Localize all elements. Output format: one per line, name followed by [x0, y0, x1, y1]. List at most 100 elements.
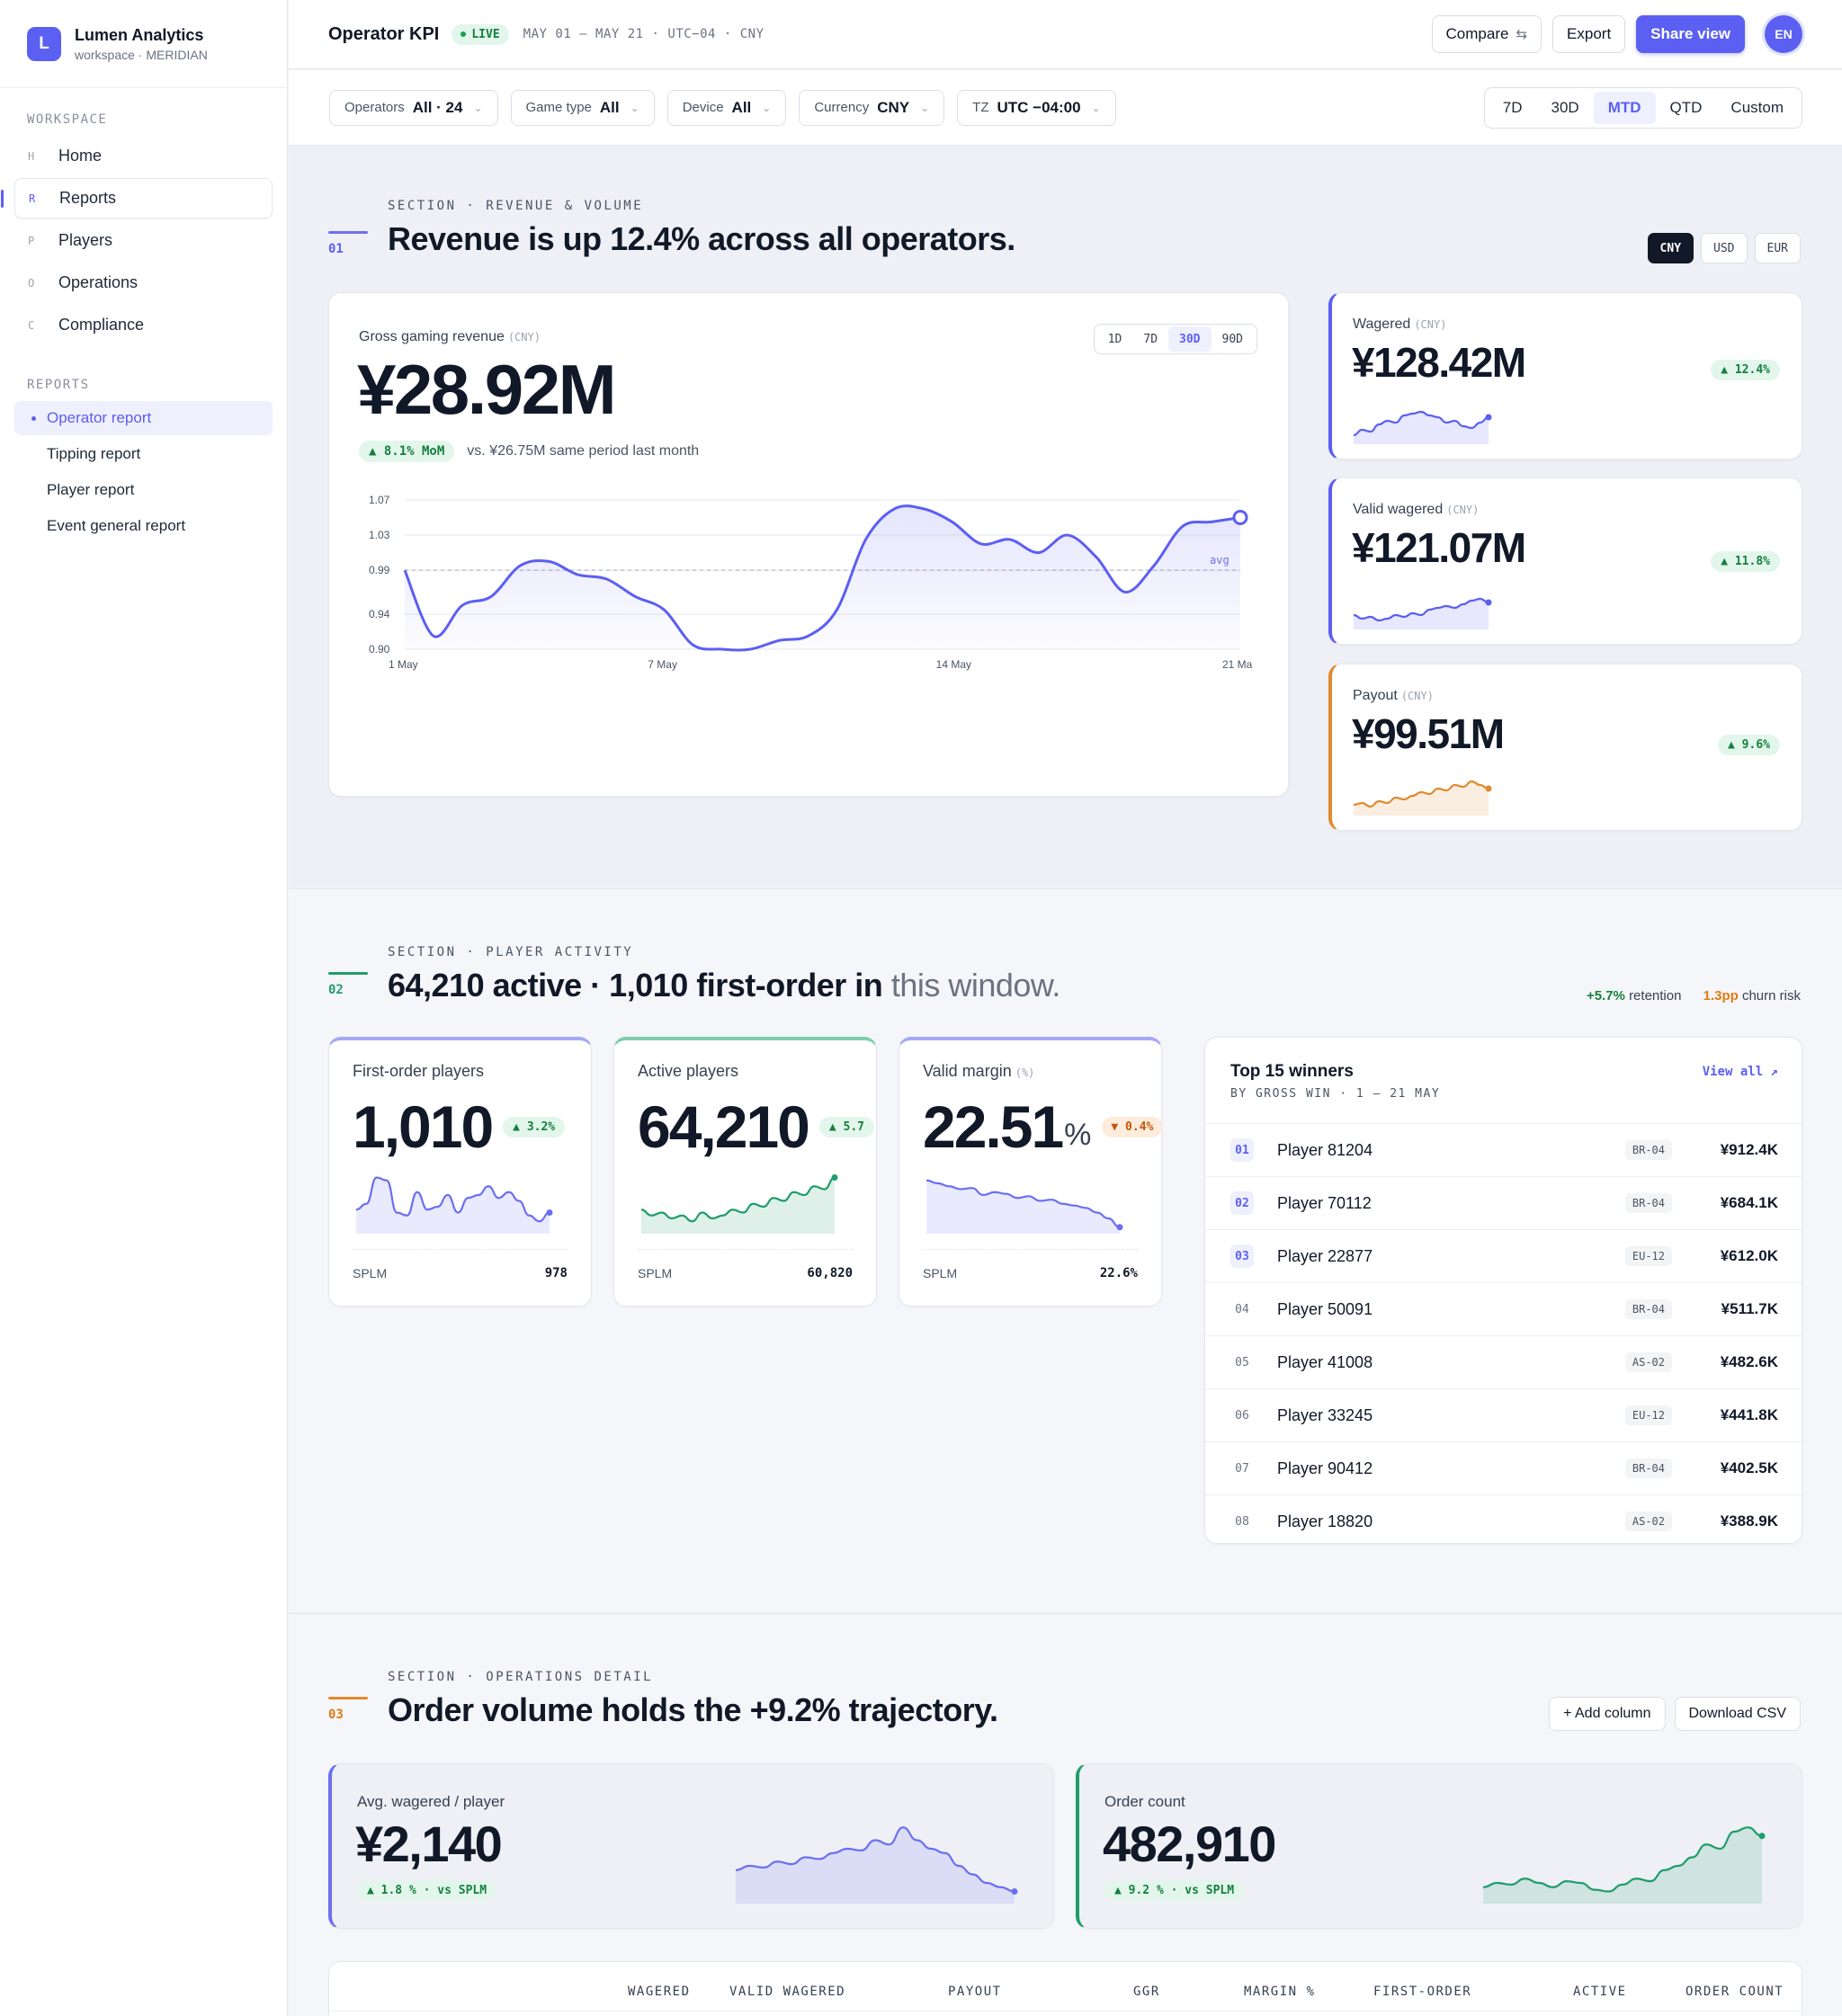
- winner-amount: ¥612.0K: [1720, 1247, 1778, 1264]
- filter-timezone[interactable]: TZ UTC −04:00 ⌄: [957, 89, 1116, 126]
- filter-game-type[interactable]: Game type All ⌄: [510, 89, 655, 126]
- kpi-unit: (%): [1015, 1066, 1035, 1079]
- section-title: 64,210 active · 1,010 first-order in thi…: [388, 967, 1060, 1004]
- brand[interactable]: L Lumen Analytics workspace · MERIDIAN: [0, 0, 287, 88]
- column-header-payout[interactable]: PAYOUT: [948, 1985, 1002, 1999]
- shortcut-key: O: [28, 276, 35, 290]
- avg-wagered-change-badge: ▲ 1.8 % · vs SPLM: [357, 1880, 497, 1901]
- column-header-order-count[interactable]: ORDER COUNT: [1686, 1985, 1784, 1999]
- filter-currency[interactable]: Currency CNY ⌄: [799, 89, 945, 126]
- kpi-foot-value: 60,820: [807, 1266, 853, 1280]
- range-7d[interactable]: 7D: [1502, 98, 1523, 116]
- timeframe-90d[interactable]: 90D: [1221, 332, 1243, 346]
- wagered-sparkline: [1353, 410, 1492, 444]
- ggr-label: Gross gaming revenue: [359, 329, 505, 344]
- winner-amount: ¥402.5K: [1720, 1459, 1778, 1476]
- range-selector: 7D 30D MTD QTD Custom: [1483, 86, 1802, 129]
- kpi-footer: SPLM 22.6%: [923, 1249, 1138, 1280]
- sidebar-item-compliance[interactable]: C Compliance: [14, 305, 273, 345]
- compare-button[interactable]: Compare ⇆: [1431, 15, 1542, 53]
- section-title: Order volume holds the +9.2% trajectory.: [388, 1691, 998, 1728]
- currency-usd[interactable]: USD: [1701, 233, 1748, 263]
- sidebar-item-home[interactable]: H Home: [14, 136, 273, 176]
- filter-label: TZ: [972, 100, 989, 115]
- chart-area-fill: [405, 505, 1240, 650]
- timeframe-selector: 1D 7D 30D 90D: [1093, 324, 1257, 354]
- chart-x-tick: 21 Ma: [1222, 658, 1253, 671]
- sidebar-subitem-tipping-report[interactable]: Tipping report: [47, 445, 141, 462]
- sparkline-line: [1353, 597, 1489, 622]
- column-header-ggr[interactable]: GGR: [1133, 1985, 1160, 1999]
- filter-operators[interactable]: Operators All · 24 ⌄: [329, 89, 498, 126]
- valid-margin-sparkline: [925, 1179, 1123, 1234]
- first-order-players-card: First-order players 1,010 ▲ 3.2% SPLM 97…: [328, 1037, 592, 1307]
- valid-wagered-label: Valid wagered: [1353, 502, 1444, 517]
- range-qtd[interactable]: QTD: [1669, 98, 1703, 116]
- ggr-unit: (CNY): [507, 331, 541, 343]
- sidebar-item-operations[interactable]: O Operations: [14, 263, 273, 303]
- winner-row[interactable]: 06 Player 33245 EU-12 ¥441.8K: [1205, 1388, 1802, 1441]
- winner-rank: 02: [1230, 1191, 1254, 1215]
- sidebar-subitem-event-general-report[interactable]: Event general report: [47, 517, 186, 534]
- winner-row[interactable]: 07 Player 90412 BR-04 ¥402.5K: [1205, 1441, 1802, 1494]
- winner-row[interactable]: 05 Player 41008 AS-02 ¥482.6K: [1205, 1335, 1802, 1388]
- sidebar: L Lumen Analytics workspace · MERIDIAN W…: [0, 0, 288, 2016]
- live-dot-icon: [460, 31, 467, 37]
- timeframe-1d[interactable]: 1D: [1107, 332, 1122, 346]
- kpi-label: First-order players: [353, 1062, 485, 1080]
- sidebar-item-players[interactable]: P Players: [14, 220, 273, 261]
- sparkline-end-point: [546, 1209, 553, 1216]
- range-custom[interactable]: Custom: [1730, 98, 1784, 116]
- kpi-foot-value: 978: [544, 1266, 568, 1280]
- shortcut-key: R: [29, 192, 36, 205]
- avg-wagered-card: Avg. wagered / player ¥2,140 ▲ 1.8 % · v…: [328, 1763, 1054, 1929]
- sidebar-subitem-player-report[interactable]: Player report: [47, 481, 135, 498]
- winner-row[interactable]: 04 Player 50091 BR-04 ¥511.7K: [1205, 1282, 1802, 1335]
- section-accent: [328, 972, 368, 975]
- timeframe-30d[interactable]: 30D: [1168, 326, 1212, 352]
- sidebar-item-label: Players: [58, 231, 113, 249]
- winner-row[interactable]: 02 Player 70112 BR-04 ¥684.1K: [1205, 1176, 1802, 1229]
- column-header-valid-wagered[interactable]: VALID WAGERED: [729, 1985, 846, 1999]
- sidebar-item-reports[interactable]: R Reports: [1, 178, 273, 219]
- sparkline-line: [925, 1179, 1121, 1228]
- operator-table-header: WAGERED VALID WAGERED PAYOUT GGR MARGIN …: [328, 1961, 1802, 2016]
- winner-amount: ¥912.4K: [1720, 1141, 1778, 1158]
- section-number: 01: [328, 231, 368, 256]
- winner-row[interactable]: 03 Player 22877 EU-12 ¥612.0K: [1205, 1229, 1802, 1282]
- section-number: 02: [328, 972, 368, 997]
- churn-value: 1.3pp: [1703, 988, 1739, 1004]
- column-header-first-order[interactable]: FIRST-ORDER: [1373, 1985, 1472, 1999]
- column-header-active[interactable]: ACTIVE: [1573, 1985, 1627, 1999]
- range-mtd[interactable]: MTD: [1593, 91, 1656, 124]
- export-button[interactable]: Export: [1552, 15, 1626, 53]
- currency-cny[interactable]: CNY: [1647, 233, 1694, 263]
- timeframe-7d[interactable]: 7D: [1143, 332, 1158, 346]
- range-30d[interactable]: 30D: [1551, 98, 1579, 116]
- shortcut-key: P: [28, 234, 35, 247]
- section-accent: [328, 1697, 368, 1699]
- column-header-margin[interactable]: MARGIN %: [1244, 1985, 1316, 1999]
- sparkline-area: [736, 1827, 1015, 1904]
- add-column-button[interactable]: + Add column: [1549, 1697, 1666, 1731]
- sidebar-item-label: Compliance: [58, 316, 145, 334]
- kpi-value: 64,210: [638, 1093, 810, 1160]
- winner-row[interactable]: 08 Player 18820 AS-02 ¥388.9K: [1205, 1494, 1802, 1543]
- kpi-value: 1,010: [353, 1093, 494, 1160]
- wagered-card: Wagered (CNY) ¥128.42M ▲ 12.4%: [1328, 292, 1802, 459]
- ggr-label-row: Gross gaming revenue (CNY): [359, 329, 541, 345]
- section-number-label: 01: [328, 242, 344, 256]
- winner-rank: 01: [1230, 1138, 1254, 1162]
- retention-label: retention: [1629, 988, 1682, 1004]
- winner-row[interactable]: 01 Player 81204 BR-04 ¥912.4K: [1205, 1123, 1802, 1176]
- currency-eur[interactable]: EUR: [1754, 233, 1801, 263]
- download-csv-button[interactable]: Download CSV: [1674, 1697, 1801, 1731]
- view-all-link[interactable]: View all ↗: [1702, 1065, 1778, 1079]
- filter-device[interactable]: Device All ⌄: [666, 89, 787, 126]
- share-view-button[interactable]: Share view: [1636, 15, 1745, 53]
- section-operations-detail: 03 SECTION · OPERATIONS DETAIL Order vol…: [289, 1613, 1842, 2016]
- column-header-wagered[interactable]: WAGERED: [628, 1985, 691, 1999]
- activity-notes: +5.7% retention 1.3pp churn risk: [1587, 988, 1801, 1004]
- sidebar-subitem-operator-report[interactable]: Operator report: [14, 401, 273, 435]
- avatar[interactable]: EN: [1765, 15, 1802, 53]
